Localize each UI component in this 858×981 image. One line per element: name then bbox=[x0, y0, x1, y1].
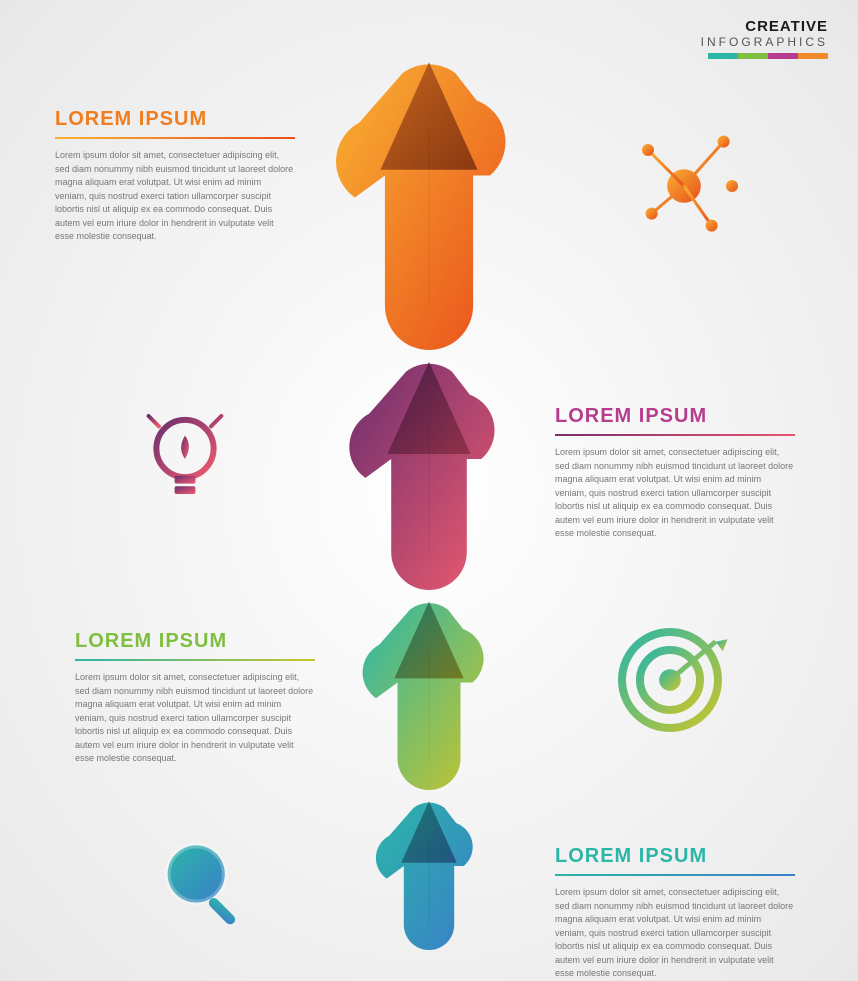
section-rule bbox=[555, 874, 795, 876]
section-rule bbox=[75, 659, 315, 661]
logo: CREATIVE INFOGRAPHICS bbox=[701, 18, 828, 59]
magnifier-icon bbox=[150, 830, 260, 945]
section-title: LOREM IPSUM bbox=[555, 405, 795, 428]
section-body: Lorem ipsum dolor sit amet, consectetuer… bbox=[555, 886, 795, 981]
section-title: LOREM IPSUM bbox=[555, 845, 795, 868]
text-block-1: LOREM IPSUM Lorem ipsum dolor sit amet, … bbox=[55, 108, 295, 244]
target-icon bbox=[610, 620, 730, 745]
section-title: LOREM IPSUM bbox=[55, 108, 295, 131]
section-title: LOREM IPSUM bbox=[75, 630, 315, 653]
logo-color-bar bbox=[708, 53, 828, 59]
arrow-3 bbox=[354, 600, 504, 790]
logo-line2: INFOGRAPHICS bbox=[701, 35, 828, 49]
lightbulb-icon bbox=[120, 390, 250, 525]
text-block-2: LOREM IPSUM Lorem ipsum dolor sit amet, … bbox=[555, 405, 795, 541]
section-body: Lorem ipsum dolor sit amet, consectetuer… bbox=[55, 149, 295, 244]
network-icon bbox=[630, 120, 750, 245]
arrow-1 bbox=[324, 60, 534, 350]
section-rule bbox=[55, 137, 295, 139]
logo-line1: CREATIVE bbox=[701, 18, 828, 35]
text-block-4: LOREM IPSUM Lorem ipsum dolor sit amet, … bbox=[555, 845, 795, 981]
section-body: Lorem ipsum dolor sit amet, consectetuer… bbox=[555, 446, 795, 541]
arrow-2 bbox=[339, 360, 519, 590]
text-block-3: LOREM IPSUM Lorem ipsum dolor sit amet, … bbox=[75, 630, 315, 766]
section-body: Lorem ipsum dolor sit amet, consectetuer… bbox=[75, 671, 315, 766]
arrow-4 bbox=[369, 800, 489, 950]
section-rule bbox=[555, 434, 795, 436]
